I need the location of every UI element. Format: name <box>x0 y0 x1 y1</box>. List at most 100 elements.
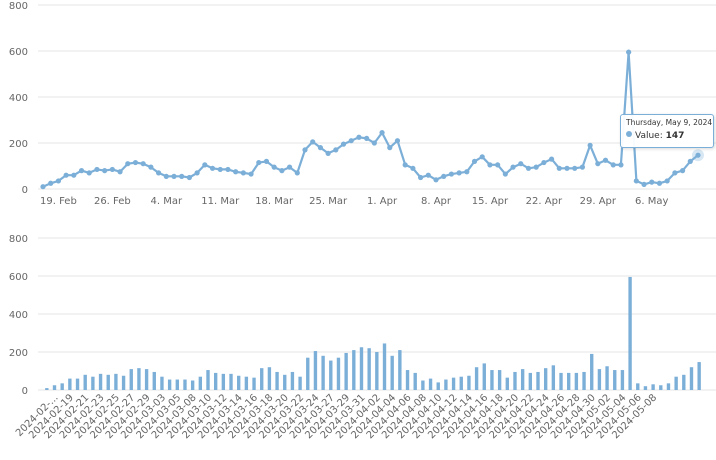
data-point <box>217 166 223 173</box>
bar <box>505 377 509 390</box>
data-point <box>425 172 431 178</box>
bar <box>298 376 302 390</box>
y-tick-label: 400 <box>9 310 28 321</box>
bar <box>451 377 456 390</box>
bar <box>367 348 371 390</box>
data-point <box>48 180 54 186</box>
data-point <box>402 162 408 168</box>
data-point <box>579 164 586 170</box>
bar <box>674 376 678 390</box>
data-point <box>371 140 377 146</box>
data-point <box>379 130 385 136</box>
bar <box>536 371 540 390</box>
data-point <box>548 156 555 162</box>
bar <box>175 379 179 390</box>
bar-chart: 02004006008002024-02-...2024-02-192024-0… <box>9 234 716 441</box>
y-tick-label: 800 <box>9 234 28 245</box>
data-point <box>533 164 539 170</box>
bar <box>60 383 64 390</box>
data-point <box>641 181 647 187</box>
x-tick-label: 22. Apr <box>526 196 563 207</box>
data-point <box>148 164 154 170</box>
data-point <box>333 147 339 153</box>
bar <box>659 385 663 390</box>
bar <box>129 369 133 390</box>
bar <box>352 350 356 390</box>
data-point <box>263 158 270 164</box>
bar <box>283 374 287 390</box>
bar <box>98 373 103 390</box>
bar <box>528 372 533 390</box>
bar <box>375 352 379 390</box>
bar <box>689 367 694 390</box>
data-point <box>364 135 370 141</box>
x-tick-label: 4. Mar <box>150 196 182 207</box>
data-point <box>102 168 108 174</box>
data-point <box>510 164 516 170</box>
tooltip-value: 147 <box>665 131 685 141</box>
data-point <box>40 184 46 190</box>
bar <box>52 385 57 390</box>
data-point <box>417 174 424 181</box>
bar <box>167 379 172 390</box>
bar <box>567 372 571 390</box>
x-tick-label: 6. May <box>635 196 668 207</box>
bar <box>467 375 471 390</box>
bar <box>91 376 95 390</box>
data-point <box>86 170 92 176</box>
x-tick-label: 19. Feb <box>40 196 77 207</box>
bar <box>682 374 686 390</box>
y-tick-label: 200 <box>9 348 28 359</box>
data-point <box>225 166 231 173</box>
data-point <box>518 161 524 167</box>
data-point <box>441 173 447 179</box>
bar <box>252 377 256 390</box>
x-tick-label: 1. Apr <box>367 196 398 207</box>
data-point <box>495 162 501 168</box>
data-point <box>564 165 570 171</box>
data-point <box>556 165 562 171</box>
bar <box>436 382 440 390</box>
data-point <box>317 145 324 151</box>
data-point <box>109 166 115 173</box>
bar <box>221 373 226 390</box>
bar <box>697 362 701 390</box>
bar <box>336 357 341 390</box>
line-chart: 0 200 400 600 800 19. Feb 26. Feb 4. Mar 11. Mar… <box>9 1 716 207</box>
x-tick-label: 26. Feb <box>94 196 131 207</box>
data-point <box>487 162 493 168</box>
data-point <box>502 171 508 177</box>
data-point <box>610 162 616 168</box>
data-point <box>633 178 639 184</box>
x-tick-label: 29. Apr <box>580 196 617 207</box>
data-point <box>687 158 693 164</box>
data-point <box>664 178 670 184</box>
data-point <box>302 147 308 153</box>
data-point <box>55 178 62 184</box>
data-point <box>94 166 100 173</box>
bar <box>559 372 563 390</box>
data-point <box>71 172 77 178</box>
data-point <box>125 161 131 167</box>
bar <box>244 376 249 390</box>
data-point <box>695 152 701 158</box>
bar <box>183 379 187 390</box>
bar <box>382 343 387 390</box>
bar <box>666 383 671 390</box>
bar <box>444 379 448 390</box>
data-point <box>163 173 169 179</box>
data-point <box>271 164 277 170</box>
bar <box>628 276 632 390</box>
data-point <box>256 159 262 166</box>
data-point <box>464 169 470 175</box>
data-point <box>294 170 300 176</box>
data-point <box>410 165 416 171</box>
data-point <box>117 169 123 175</box>
bar <box>513 371 517 390</box>
data-point <box>248 171 254 177</box>
bar <box>428 378 433 390</box>
bar <box>83 374 87 390</box>
bar <box>260 368 264 390</box>
bar <box>405 370 410 390</box>
